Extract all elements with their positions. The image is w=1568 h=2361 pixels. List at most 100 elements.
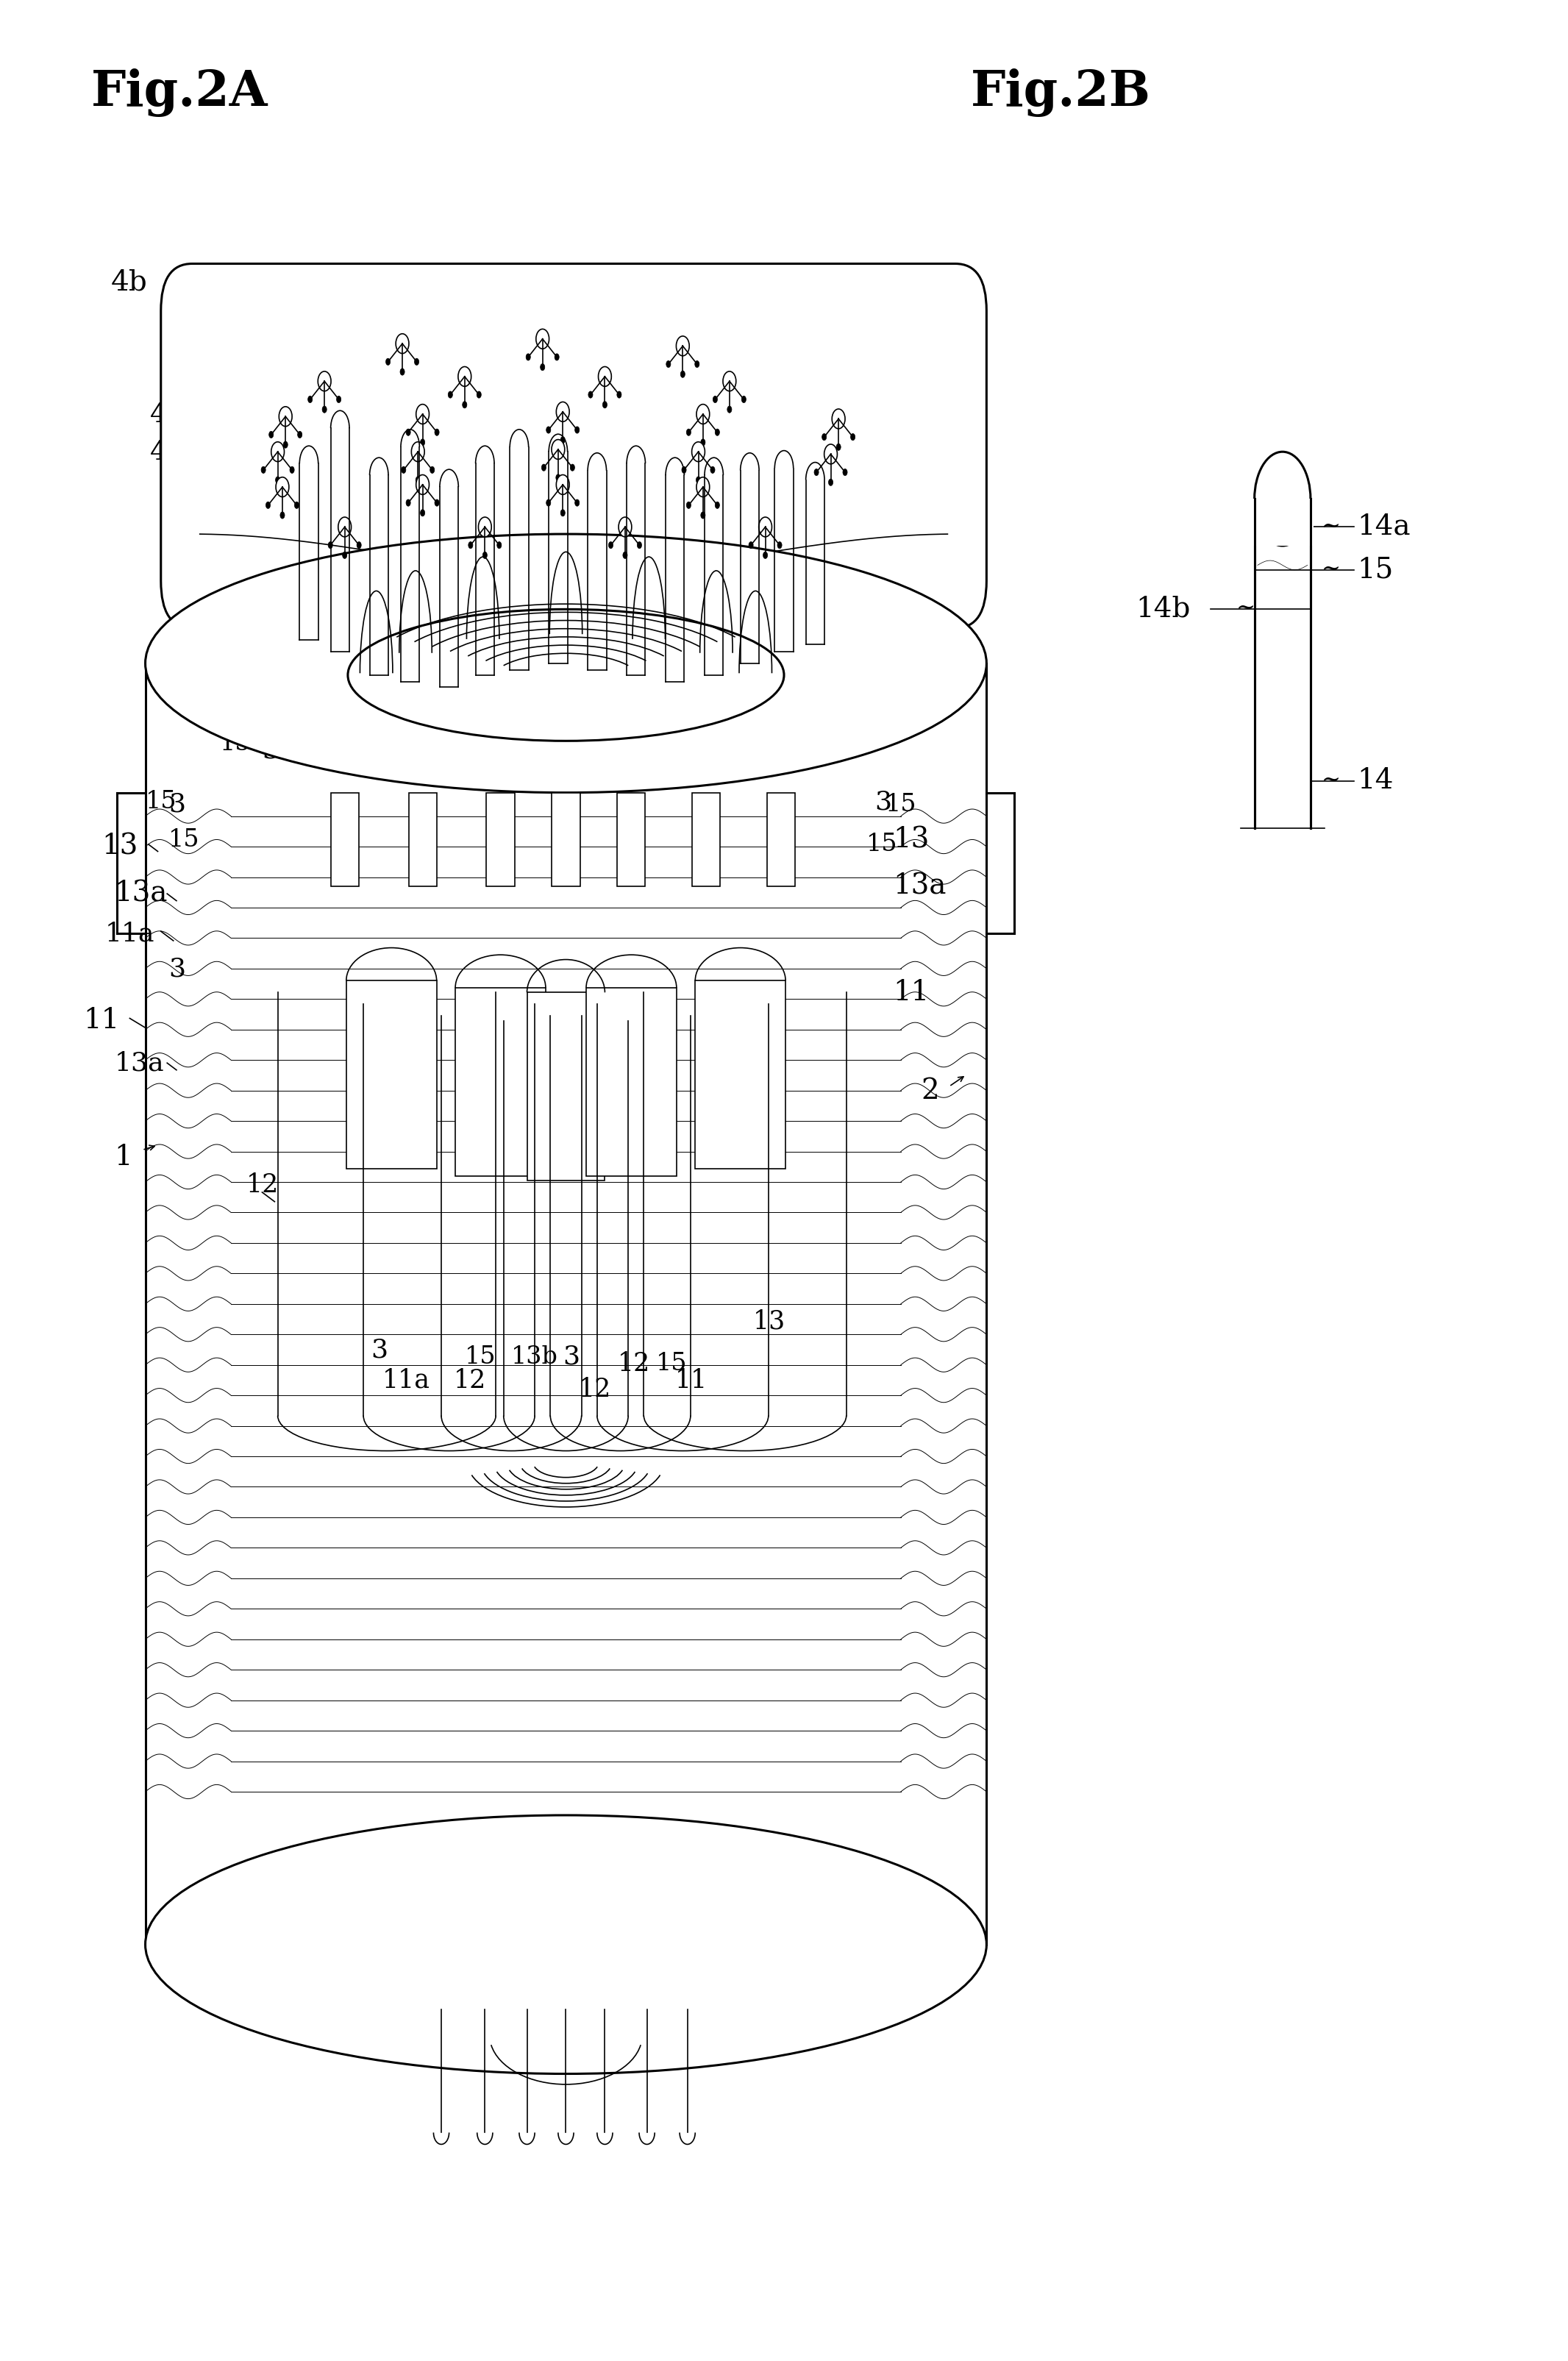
Text: 4c: 4c [491,505,524,531]
Text: ~: ~ [1322,560,1341,581]
Circle shape [358,541,361,548]
Text: (L2): (L2) [582,685,630,708]
Text: ~4: ~4 [939,274,982,300]
Circle shape [420,439,425,446]
Circle shape [608,541,613,548]
Circle shape [281,512,285,519]
Circle shape [575,501,579,505]
Circle shape [599,366,612,387]
Bar [767,793,795,888]
Text: Fig.2B: Fig.2B [971,68,1151,118]
Text: 2: 2 [920,1077,939,1105]
Circle shape [764,552,768,560]
Text: 14b: 14b [1137,595,1190,623]
Circle shape [560,437,564,444]
Circle shape [616,392,621,399]
Bar [695,980,786,1169]
Text: 13a: 13a [114,1051,165,1077]
Circle shape [557,475,560,482]
Text: 14: 14 [1358,767,1394,793]
Text: 15: 15 [797,699,828,722]
Text: 12: 12 [618,1350,649,1376]
Circle shape [483,552,488,560]
Text: 3: 3 [169,791,185,817]
Circle shape [279,406,292,427]
Circle shape [267,503,270,508]
Circle shape [411,442,425,463]
Text: 4c: 4c [398,321,430,347]
Circle shape [295,503,299,508]
Text: L1: L1 [582,666,613,689]
Circle shape [750,541,753,548]
Bar [586,987,676,1176]
Circle shape [681,371,685,378]
Text: 15: 15 [146,791,177,815]
Text: 11b: 11b [500,708,552,732]
Text: 3: 3 [372,1336,389,1362]
Text: 3: 3 [563,1343,580,1369]
Text: 4c: 4c [185,368,216,394]
Circle shape [270,432,273,439]
Bar [486,793,514,888]
Bar [409,793,436,888]
Circle shape [696,477,710,496]
Circle shape [469,541,474,548]
Text: 4c: 4c [677,326,710,352]
Text: 13: 13 [894,826,930,852]
Text: 4c: 4c [262,328,293,354]
Text: 13: 13 [102,833,138,859]
Circle shape [575,427,579,434]
Circle shape [552,439,564,460]
Circle shape [723,371,735,392]
Text: 14a: 14a [1358,512,1411,541]
Circle shape [434,430,439,437]
Text: 3: 3 [875,789,891,815]
Circle shape [416,404,430,425]
Circle shape [696,477,701,484]
Circle shape [395,333,409,354]
Ellipse shape [1254,451,1311,545]
Circle shape [342,552,347,560]
Text: 4c: 4c [538,319,569,345]
Circle shape [828,479,833,486]
Circle shape [742,397,746,404]
Text: 12: 12 [453,1367,486,1393]
Circle shape [536,328,549,349]
Circle shape [715,503,720,508]
Text: 11: 11 [83,1008,119,1034]
Circle shape [695,361,699,368]
Text: 15: 15 [886,793,917,817]
Text: 3: 3 [262,737,279,763]
Circle shape [715,430,720,437]
Circle shape [687,503,691,508]
Text: 4c: 4c [162,475,193,501]
Circle shape [622,552,627,560]
Text: 15: 15 [652,718,684,741]
Bar [552,793,580,888]
Circle shape [337,397,340,404]
Circle shape [414,359,419,366]
Text: 4c: 4c [151,439,182,465]
Circle shape [571,465,575,470]
Circle shape [284,442,289,449]
Text: 11: 11 [674,1367,707,1393]
Text: Fig.2A: Fig.2A [91,68,268,118]
Circle shape [546,501,550,505]
Text: 3: 3 [753,727,770,751]
Text: 15: 15 [867,833,898,857]
Text: 13a: 13a [114,881,168,907]
Circle shape [541,364,544,371]
Circle shape [541,465,546,470]
Bar [347,980,436,1169]
Circle shape [713,397,718,404]
Text: 15: 15 [464,1346,495,1369]
Circle shape [555,354,560,361]
Circle shape [448,392,453,399]
Circle shape [318,371,331,392]
Circle shape [497,541,502,548]
Text: 15: 15 [657,1353,688,1376]
Text: 3: 3 [169,956,185,982]
Ellipse shape [348,609,784,741]
Circle shape [557,401,569,423]
Text: 4c: 4c [151,401,182,427]
